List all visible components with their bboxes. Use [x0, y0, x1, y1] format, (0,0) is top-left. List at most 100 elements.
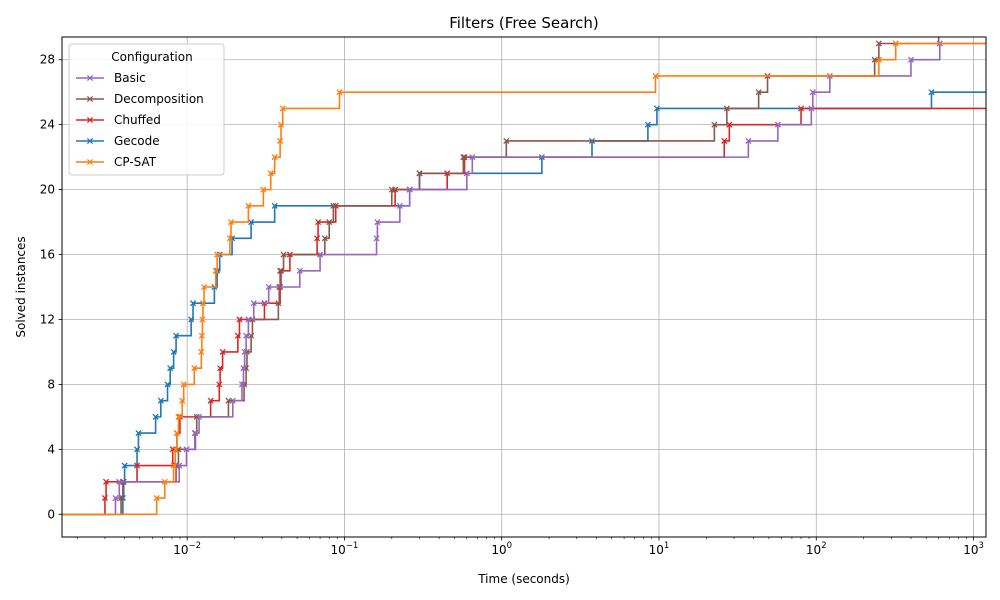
data-point-cp-sat [170, 462, 177, 469]
data-point-chuffed [207, 397, 214, 404]
data-point-cp-sat [892, 40, 899, 47]
data-point-basic [240, 365, 247, 372]
series-line-cp-sat [62, 42, 986, 516]
data-point-basic [907, 56, 915, 63]
data-point-cp-sat [198, 332, 205, 339]
data-point-cp-sat [277, 121, 285, 128]
data-point-gecode [157, 397, 164, 404]
x-tick-label: 10−2 [173, 541, 201, 557]
legend-item-cp-sat: CP-SAT [76, 155, 157, 169]
data-point-basic [373, 235, 380, 242]
y-tick-label: 20 [40, 183, 55, 197]
legend-item-gecode: Gecode [76, 134, 160, 148]
legend-swatch-marker [86, 74, 94, 82]
data-point-cp-sat [260, 186, 267, 193]
data-point-decomposition [503, 137, 510, 144]
data-point-cp-sat [153, 494, 160, 502]
data-point-basic [238, 381, 246, 388]
data-point-gecode [173, 332, 180, 339]
x-tick-exponent: 0 [507, 541, 512, 551]
legend-items: Basic Decomposition Chuffed Gecode CP-SAT [76, 71, 204, 169]
data-point-decomposition [248, 332, 255, 339]
data-point-gecode [188, 316, 195, 323]
data-point-chuffed [315, 219, 322, 226]
y-tick-label: 0 [47, 507, 55, 521]
data-point-cp-sat [200, 283, 208, 291]
data-point-chuffed [103, 478, 110, 485]
data-point-cp-sat [180, 381, 187, 388]
legend: Configuration Basic Decomposition Chuffed G… [68, 43, 225, 176]
y-tick-label: 4 [47, 442, 55, 456]
data-point-decomposition [723, 105, 730, 112]
chart-title: Filters (Free Search) [449, 14, 599, 32]
data-point-basic [463, 170, 470, 177]
data-point-gecode [644, 121, 651, 128]
data-point-gecode [271, 202, 278, 209]
legend-swatch-marker [86, 158, 94, 166]
x-tick-label: 102 [806, 541, 827, 557]
data-point-gecode [135, 430, 142, 437]
x-axis-ticks: 10−2 10−1 100 101 102 103 [76, 537, 984, 557]
data-point-cp-sat [267, 170, 274, 177]
data-point-basic [406, 186, 413, 193]
data-point-chuffed [216, 381, 223, 388]
data-point-basic [809, 89, 816, 96]
data-point-decomposition [416, 170, 423, 177]
data-point-basic [192, 430, 199, 437]
data-point-cp-sat [172, 446, 179, 453]
data-point-chuffed [314, 235, 321, 242]
data-point-basic [374, 219, 381, 226]
y-tick-label: 16 [40, 248, 55, 262]
plot-frame [61, 36, 987, 538]
x-tick-exponent: −1 [346, 541, 359, 551]
data-point-chuffed [217, 365, 224, 372]
data-point-decomposition [277, 267, 284, 274]
y-axis-ticks: 0 4 8 12 16 20 24 28 [40, 53, 62, 521]
data-point-basic [241, 348, 248, 355]
legend-item-basic: Basic [76, 71, 146, 85]
legend-swatch-marker [86, 137, 94, 145]
data-point-gecode [164, 381, 171, 388]
x-tick-exponent: 1 [664, 541, 669, 551]
data-point-basic [808, 105, 815, 112]
data-point-chuffed [219, 348, 226, 355]
data-point-basic [229, 397, 236, 404]
data-point-cp-sat [199, 316, 206, 323]
y-tick-label: 8 [47, 377, 55, 391]
legend-item-chuffed: Chuffed [76, 113, 161, 127]
data-point-cp-sat [179, 397, 186, 404]
data-point-cp-sat [277, 137, 284, 144]
data-point-gecode [189, 300, 197, 307]
data-point-gecode [653, 105, 660, 112]
data-point-chuffed [133, 462, 141, 469]
data-point-cp-sat [226, 235, 233, 242]
data-point-basic [243, 332, 250, 339]
data-point-basic [112, 494, 119, 502]
y-axis-label: Solved instances [14, 236, 28, 337]
x-tick-exponent: 3 [978, 541, 983, 551]
data-point-cp-sat [198, 348, 205, 355]
data-point-basic [296, 267, 303, 274]
data-point-decomposition [275, 300, 282, 307]
data-point-decomposition [321, 235, 328, 242]
data-point-basic [469, 154, 476, 161]
data-point-basic [183, 446, 190, 453]
data-point-cp-sat [175, 413, 182, 420]
data-point-decomposition [755, 89, 762, 96]
data-point-gecode [248, 219, 255, 226]
data-point-chuffed [234, 332, 241, 339]
data-point-cp-sat [336, 89, 343, 96]
data-point-basic [116, 478, 123, 485]
legend-label: Basic [114, 71, 146, 85]
data-point-decomposition [875, 40, 882, 47]
data-point-chuffed [236, 316, 243, 323]
series-cp-sat [62, 40, 986, 516]
data-point-chuffed [797, 105, 805, 112]
data-point-decomposition [388, 186, 395, 193]
x-tick-label: 10−1 [331, 541, 359, 557]
y-tick-label: 12 [40, 312, 55, 326]
data-point-gecode [167, 365, 174, 372]
data-point-cp-sat [173, 430, 180, 437]
data-point-decomposition [326, 219, 333, 226]
